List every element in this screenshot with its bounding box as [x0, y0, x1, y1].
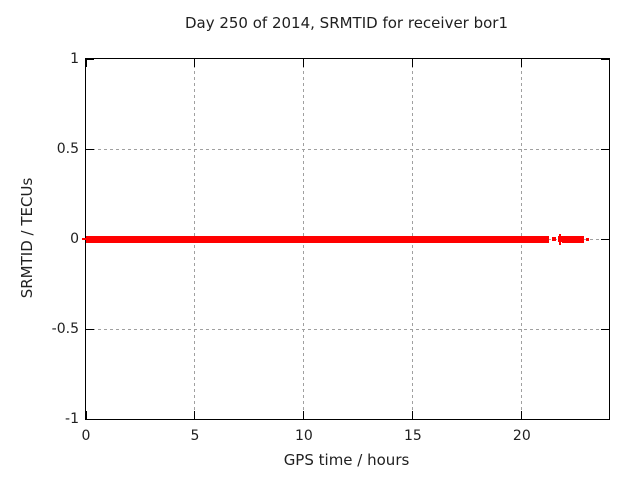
x-axis-label: GPS time / hours — [283, 451, 410, 469]
y-tick-label: 0 — [70, 231, 79, 247]
x-tick-top — [521, 59, 523, 67]
y-tick-left — [86, 58, 94, 60]
y-tick-right — [601, 58, 609, 60]
x-tick-bottom — [412, 411, 414, 419]
gridline-y-0.5 — [86, 148, 609, 150]
x-tick-bottom — [194, 411, 196, 419]
x-tick-top — [412, 59, 414, 67]
x-tick-label: 5 — [190, 428, 200, 444]
y-tick-left — [86, 148, 94, 150]
x-tick-label: 0 — [81, 428, 91, 444]
plot-area: 0 5 10 15 20 1 0.5 0 -0.5 -1 — [52, 51, 610, 444]
y-tick-label: 0.5 — [56, 141, 79, 157]
data-segment — [586, 237, 589, 241]
data-segment — [562, 235, 585, 243]
data-point-arm — [82, 238, 86, 240]
y-tick-label: 1 — [70, 51, 79, 67]
chart-title: Day 250 of 2014, SRMTID for receiver bor… — [184, 14, 509, 32]
x-tick-top — [303, 59, 305, 67]
y-tick-left — [86, 328, 94, 330]
data-segment — [552, 237, 557, 241]
y-tick-left — [86, 418, 94, 420]
y-tick-right — [601, 148, 609, 150]
x-tick-top — [85, 59, 87, 67]
y-tick-right — [601, 328, 609, 330]
y-tick-right — [601, 418, 609, 420]
data-segment — [86, 235, 549, 243]
y-tick-label: -1 — [65, 411, 79, 427]
x-tick-bottom — [85, 411, 87, 419]
data-point-plus-marker — [559, 233, 562, 245]
x-tick-label: 20 — [512, 428, 531, 444]
x-tick-label: 10 — [294, 428, 313, 444]
x-tick-bottom — [521, 411, 523, 419]
y-tick-label: -0.5 — [51, 321, 79, 337]
x-tick-top — [194, 59, 196, 67]
x-tick-bottom — [303, 411, 305, 419]
y-tick-right — [601, 238, 609, 240]
gridline-y--0.5 — [86, 328, 609, 330]
x-tick-label: 15 — [403, 428, 422, 444]
